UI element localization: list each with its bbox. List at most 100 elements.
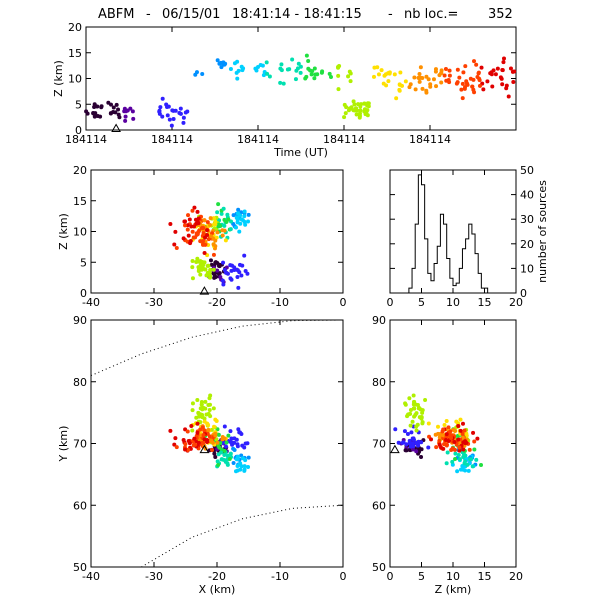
source-point (376, 72, 381, 77)
source-point (455, 469, 460, 474)
source-point (418, 65, 423, 70)
source-point (192, 436, 197, 441)
source-point (510, 69, 515, 74)
source-point (207, 434, 212, 439)
source-point (477, 78, 482, 83)
source-point (256, 65, 261, 70)
source-point (229, 436, 234, 441)
source-point (219, 211, 224, 216)
source-point (216, 222, 221, 227)
source-point (205, 440, 210, 445)
source-point (211, 242, 216, 247)
source-point (186, 447, 191, 452)
source-point (290, 57, 295, 62)
source-point (215, 210, 220, 215)
source-point (500, 82, 505, 87)
source-point (437, 435, 442, 440)
source-point (209, 234, 214, 239)
source-point (417, 415, 422, 420)
source-point (506, 94, 511, 99)
source-point (384, 83, 389, 88)
source-point (348, 79, 353, 84)
y-tick-label: 50 (73, 561, 87, 574)
source-point (183, 442, 188, 447)
source-point (470, 84, 475, 89)
source-point (336, 73, 341, 78)
source-point (195, 430, 200, 435)
x-tick-label: 15 (478, 296, 492, 309)
y-tick-label: 40 (520, 189, 534, 202)
x-tick-label: -40 (82, 296, 100, 309)
source-point (435, 424, 440, 429)
source-point (200, 266, 205, 271)
y-tick-label: 15 (73, 195, 87, 208)
source-point (365, 101, 370, 106)
source-point (169, 123, 174, 128)
source-point (309, 72, 314, 77)
source-point (186, 213, 191, 218)
source-point (453, 457, 458, 462)
source-point (434, 445, 439, 450)
x-axis-label: Time (UT) (273, 146, 328, 159)
source-point (470, 464, 475, 469)
x-tick-label: 184114 (409, 133, 451, 146)
source-point (416, 75, 421, 80)
source-point (125, 108, 130, 113)
source-point (344, 105, 349, 110)
source-point (382, 73, 387, 78)
source-point (207, 275, 212, 280)
source-point (379, 68, 384, 73)
source-point (211, 406, 216, 411)
y-tick-label: 10 (68, 73, 82, 86)
source-point (185, 227, 190, 232)
source-point (471, 430, 476, 435)
source-point (194, 70, 199, 75)
y-axis-label: Y (km) (57, 426, 70, 463)
source-point (476, 71, 481, 76)
source-point (406, 412, 411, 417)
source-point (411, 402, 416, 407)
source-point (239, 64, 244, 69)
x-tick-label: 184114 (65, 133, 107, 146)
source-point (235, 59, 240, 64)
y-axis-label: Z (km) (57, 213, 70, 250)
source-point (407, 396, 412, 401)
source-point (471, 77, 476, 82)
source-point (261, 73, 266, 78)
source-point (293, 77, 298, 82)
source-point (232, 447, 237, 452)
source-point (194, 415, 199, 420)
source-point (218, 275, 223, 280)
source-point (93, 111, 98, 116)
source-point (165, 104, 170, 109)
source-point (187, 217, 192, 222)
source-point (450, 459, 455, 464)
source-point (243, 458, 248, 463)
source-point (414, 449, 419, 454)
source-point (415, 422, 420, 427)
title-date: 06/15/01 (162, 7, 220, 22)
source-point (223, 459, 228, 464)
source-point (245, 271, 250, 276)
y-tick-label: 80 (372, 376, 386, 389)
source-point (236, 68, 241, 73)
source-point (238, 221, 243, 226)
source-point (452, 440, 457, 445)
source-point (174, 245, 179, 250)
x-tick-label: -40 (82, 570, 100, 583)
source-point (426, 421, 431, 426)
source-point (467, 447, 472, 452)
source-point (123, 114, 128, 119)
source-point (208, 258, 213, 263)
x-tick-label: 5 (418, 296, 425, 309)
source-point (439, 445, 444, 450)
source-point (463, 468, 468, 473)
source-point (239, 273, 244, 278)
source-point (410, 419, 415, 424)
source-point (195, 209, 200, 214)
y-tick-label: 20 (68, 21, 82, 34)
y-tick-label: 30 (520, 213, 534, 226)
source-point (192, 224, 197, 229)
source-point (493, 72, 498, 77)
source-point (171, 116, 176, 121)
